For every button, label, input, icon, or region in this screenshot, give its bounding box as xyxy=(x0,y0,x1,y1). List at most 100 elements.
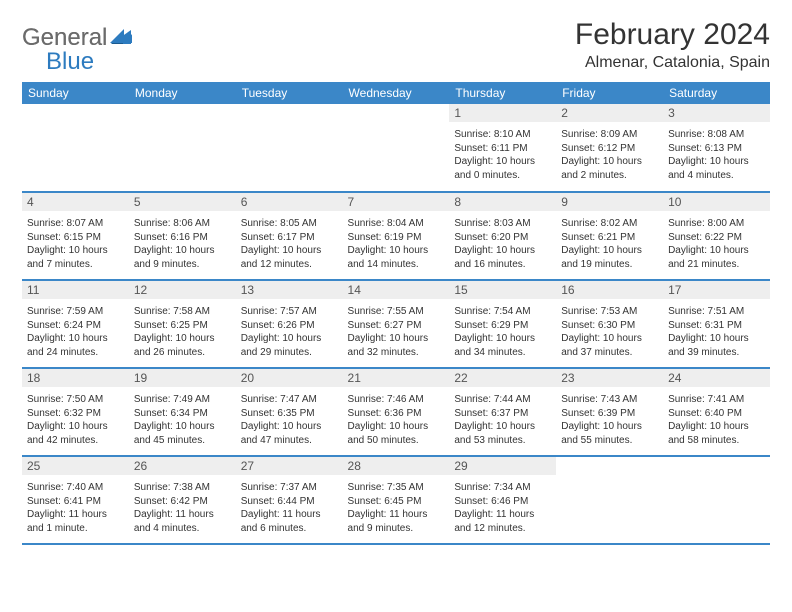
sunrise-text: Sunrise: 8:07 AM xyxy=(27,217,124,231)
day-cell: 26Sunrise: 7:38 AMSunset: 6:42 PMDayligh… xyxy=(129,456,236,544)
sunrise-text: Sunrise: 7:47 AM xyxy=(241,393,338,407)
day-number: 25 xyxy=(22,457,129,475)
day-number: 10 xyxy=(663,193,770,211)
day-cell: 27Sunrise: 7:37 AMSunset: 6:44 PMDayligh… xyxy=(236,456,343,544)
day-header: Wednesday xyxy=(343,82,450,104)
daylight-text: and 6 minutes. xyxy=(241,522,338,536)
daylight-text: Daylight: 10 hours xyxy=(27,244,124,258)
day-cell: 19Sunrise: 7:49 AMSunset: 6:34 PMDayligh… xyxy=(129,368,236,456)
day-details: Sunrise: 8:03 AMSunset: 6:20 PMDaylight:… xyxy=(449,214,556,276)
sunset-text: Sunset: 6:12 PM xyxy=(561,142,658,156)
day-details: Sunrise: 8:07 AMSunset: 6:15 PMDaylight:… xyxy=(22,214,129,276)
sunrise-text: Sunrise: 7:43 AM xyxy=(561,393,658,407)
day-details: Sunrise: 7:51 AMSunset: 6:31 PMDaylight:… xyxy=(663,302,770,364)
daylight-text: and 42 minutes. xyxy=(27,434,124,448)
daylight-text: and 12 minutes. xyxy=(241,258,338,272)
logo-word-blue: Blue xyxy=(46,48,94,76)
day-details: Sunrise: 7:43 AMSunset: 6:39 PMDaylight:… xyxy=(556,390,663,452)
sunrise-text: Sunrise: 7:40 AM xyxy=(27,481,124,495)
day-cell: 29Sunrise: 7:34 AMSunset: 6:46 PMDayligh… xyxy=(449,456,556,544)
day-number: 3 xyxy=(663,104,770,122)
day-cell: 5Sunrise: 8:06 AMSunset: 6:16 PMDaylight… xyxy=(129,192,236,280)
day-number: 9 xyxy=(556,193,663,211)
day-details: Sunrise: 7:59 AMSunset: 6:24 PMDaylight:… xyxy=(22,302,129,364)
day-number: 14 xyxy=(343,281,450,299)
sunset-text: Sunset: 6:20 PM xyxy=(454,231,551,245)
daylight-text: and 0 minutes. xyxy=(454,169,551,183)
daylight-text: Daylight: 10 hours xyxy=(454,332,551,346)
daylight-text: and 14 minutes. xyxy=(348,258,445,272)
daylight-text: Daylight: 10 hours xyxy=(668,244,765,258)
day-details: Sunrise: 7:41 AMSunset: 6:40 PMDaylight:… xyxy=(663,390,770,452)
daylight-text: Daylight: 10 hours xyxy=(348,332,445,346)
sunrise-text: Sunrise: 7:50 AM xyxy=(27,393,124,407)
sunset-text: Sunset: 6:35 PM xyxy=(241,407,338,421)
sunset-text: Sunset: 6:45 PM xyxy=(348,495,445,509)
daylight-text: Daylight: 10 hours xyxy=(668,420,765,434)
day-cell: 22Sunrise: 7:44 AMSunset: 6:37 PMDayligh… xyxy=(449,368,556,456)
day-header: Monday xyxy=(129,82,236,104)
daylight-text: and 34 minutes. xyxy=(454,346,551,360)
day-cell: 13Sunrise: 7:57 AMSunset: 6:26 PMDayligh… xyxy=(236,280,343,368)
day-details: Sunrise: 7:44 AMSunset: 6:37 PMDaylight:… xyxy=(449,390,556,452)
daylight-text: and 55 minutes. xyxy=(561,434,658,448)
day-cell xyxy=(236,104,343,192)
day-header: Tuesday xyxy=(236,82,343,104)
day-cell xyxy=(663,456,770,544)
sunset-text: Sunset: 6:46 PM xyxy=(454,495,551,509)
day-cell: 21Sunrise: 7:46 AMSunset: 6:36 PMDayligh… xyxy=(343,368,450,456)
day-details: Sunrise: 7:55 AMSunset: 6:27 PMDaylight:… xyxy=(343,302,450,364)
sunrise-text: Sunrise: 8:04 AM xyxy=(348,217,445,231)
day-cell: 24Sunrise: 7:41 AMSunset: 6:40 PMDayligh… xyxy=(663,368,770,456)
daylight-text: Daylight: 11 hours xyxy=(134,508,231,522)
day-cell: 8 Sunrise: 8:03 AMSunset: 6:20 PMDaylight… xyxy=(449,192,556,280)
daylight-text: Daylight: 10 hours xyxy=(668,332,765,346)
sunset-text: Sunset: 6:32 PM xyxy=(27,407,124,421)
day-cell xyxy=(343,104,450,192)
sunrise-text: Sunrise: 7:38 AM xyxy=(134,481,231,495)
sunset-text: Sunset: 6:34 PM xyxy=(134,407,231,421)
day-details: Sunrise: 7:53 AMSunset: 6:30 PMDaylight:… xyxy=(556,302,663,364)
week-row: 1Sunrise: 8:10 AMSunset: 6:11 PMDaylight… xyxy=(22,104,770,192)
sunrise-text: Sunrise: 8:10 AM xyxy=(454,128,551,142)
daylight-text: and 19 minutes. xyxy=(561,258,658,272)
sunrise-text: Sunrise: 8:09 AM xyxy=(561,128,658,142)
sunrise-text: Sunrise: 8:02 AM xyxy=(561,217,658,231)
day-cell: 15 Sunrise: 7:54 AMSunset: 6:29 PMDayligh… xyxy=(449,280,556,368)
sunrise-text: Sunrise: 7:44 AM xyxy=(454,393,551,407)
sunset-text: Sunset: 6:25 PM xyxy=(134,319,231,333)
daylight-text: Daylight: 10 hours xyxy=(561,244,658,258)
day-details: Sunrise: 7:54 AMSunset: 6:29 PMDaylight:… xyxy=(449,302,556,364)
daylight-text: Daylight: 10 hours xyxy=(454,155,551,169)
day-cell: 1Sunrise: 8:10 AMSunset: 6:11 PMDaylight… xyxy=(449,104,556,192)
week-row: 4Sunrise: 8:07 AMSunset: 6:15 PMDaylight… xyxy=(22,192,770,280)
daylight-text: Daylight: 10 hours xyxy=(454,420,551,434)
day-number: 27 xyxy=(236,457,343,475)
day-cell: 3Sunrise: 8:08 AMSunset: 6:13 PMDaylight… xyxy=(663,104,770,192)
day-number: 8 xyxy=(449,193,556,211)
daylight-text: Daylight: 10 hours xyxy=(668,155,765,169)
sunset-text: Sunset: 6:17 PM xyxy=(241,231,338,245)
day-details: Sunrise: 8:02 AMSunset: 6:21 PMDaylight:… xyxy=(556,214,663,276)
daylight-text: Daylight: 10 hours xyxy=(241,420,338,434)
day-cell: 18Sunrise: 7:50 AMSunset: 6:32 PMDayligh… xyxy=(22,368,129,456)
day-cell: 17Sunrise: 7:51 AMSunset: 6:31 PMDayligh… xyxy=(663,280,770,368)
day-details: Sunrise: 7:46 AMSunset: 6:36 PMDaylight:… xyxy=(343,390,450,452)
day-details: Sunrise: 8:05 AMSunset: 6:17 PMDaylight:… xyxy=(236,214,343,276)
day-details: Sunrise: 7:35 AMSunset: 6:45 PMDaylight:… xyxy=(343,478,450,540)
day-details: Sunrise: 7:50 AMSunset: 6:32 PMDaylight:… xyxy=(22,390,129,452)
day-number: 7 xyxy=(343,193,450,211)
daylight-text: and 45 minutes. xyxy=(134,434,231,448)
day-details: Sunrise: 7:34 AMSunset: 6:46 PMDaylight:… xyxy=(449,478,556,540)
daylight-text: Daylight: 10 hours xyxy=(134,420,231,434)
day-details: Sunrise: 7:47 AMSunset: 6:35 PMDaylight:… xyxy=(236,390,343,452)
day-number: 6 xyxy=(236,193,343,211)
daylight-text: and 24 minutes. xyxy=(27,346,124,360)
week-row: 25Sunrise: 7:40 AMSunset: 6:41 PMDayligh… xyxy=(22,456,770,544)
day-number: 15 xyxy=(449,281,556,299)
day-details: Sunrise: 7:49 AMSunset: 6:34 PMDaylight:… xyxy=(129,390,236,452)
sunset-text: Sunset: 6:22 PM xyxy=(668,231,765,245)
day-cell: 28Sunrise: 7:35 AMSunset: 6:45 PMDayligh… xyxy=(343,456,450,544)
day-number: 13 xyxy=(236,281,343,299)
daylight-text: Daylight: 10 hours xyxy=(561,155,658,169)
